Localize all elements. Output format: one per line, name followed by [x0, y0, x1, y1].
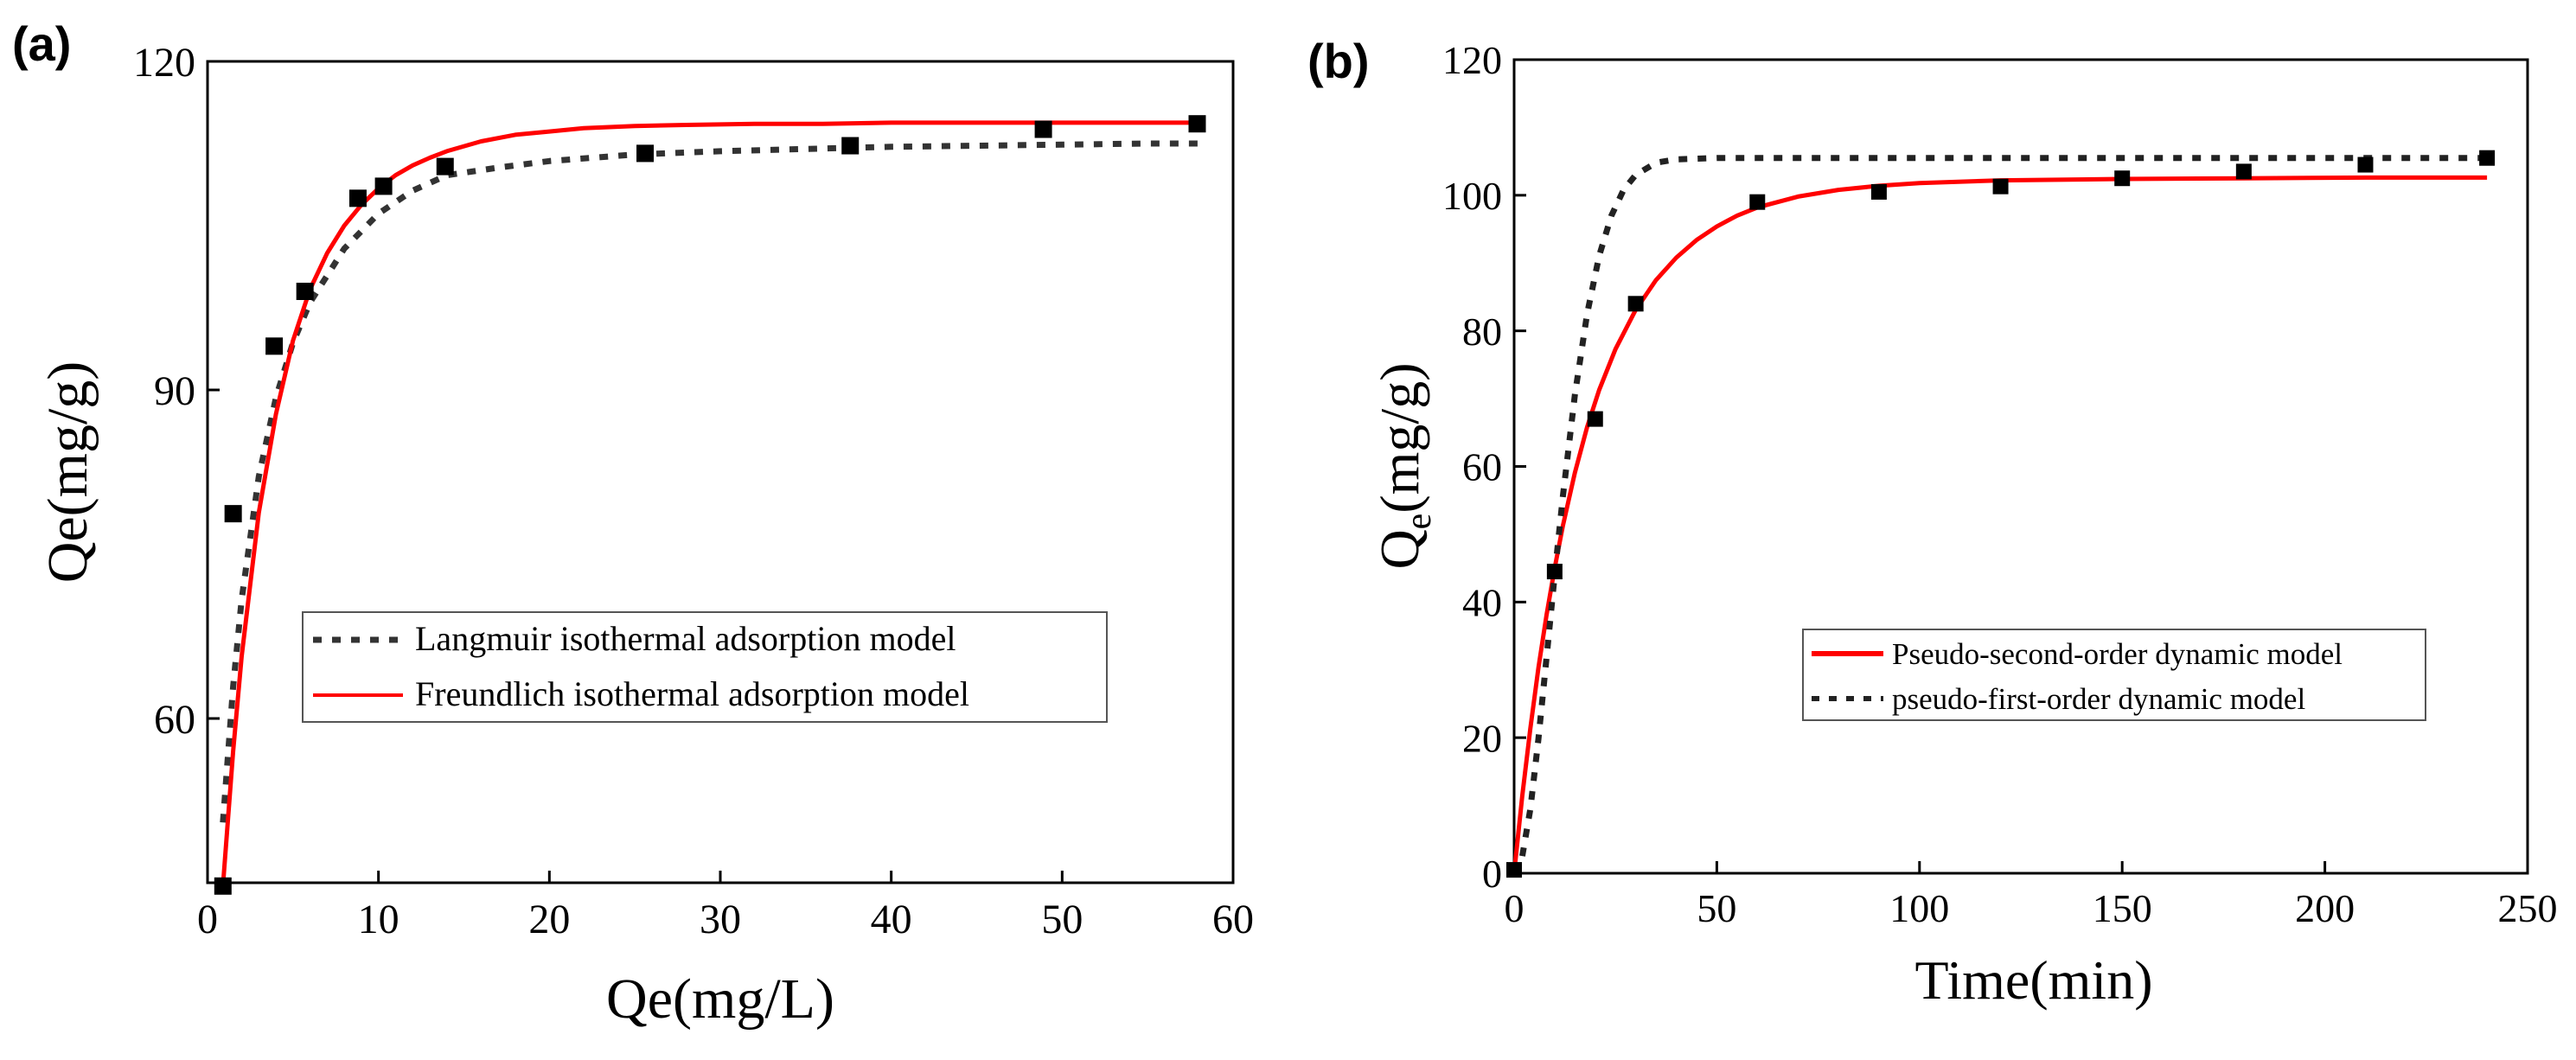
panel-b-x-tick-label: 250 [2498, 886, 2558, 930]
panel-b-x-axis-label: Time(min) [1915, 949, 2153, 1011]
panel-b-data-point [1627, 296, 1644, 312]
panel-a-x-tick-label: 50 [1041, 897, 1083, 942]
panel-a-y-ticks: 60 90 120 [133, 40, 220, 743]
panel-b-legend-label-first-order: pseudo-first-order dynamic model [1892, 682, 2305, 716]
panel-b-series-line-1 [1512, 175, 2488, 874]
panel-b-data-point [2235, 163, 2252, 180]
panel-b-x-axis-label-text: Time(min) [1915, 949, 2153, 1011]
panel-b-legend-box [1802, 629, 2426, 721]
panel-a-x-tick-label: 30 [700, 897, 741, 942]
panel-a-data-points [214, 115, 1206, 895]
panel-b-legend-label-second-order: Pseudo-second-order dynamic model [1892, 637, 2343, 671]
panel-a-x-tick-label: 0 [197, 897, 218, 942]
panel-b-legend: Pseudo-second-order dynamic model pseudo… [1802, 629, 2426, 721]
panel-b-data-point [2357, 156, 2374, 173]
panel-b-data-point [1587, 411, 1603, 427]
panel-b-y-tick-label: 60 [1462, 445, 1502, 489]
panel-a-x-tick-label: 40 [871, 897, 912, 942]
panel-a-legend-label-freundlich: Freundlich isothermal adsorption model [415, 674, 969, 713]
panel-a-x-axis-label: Qe(mg/L) [606, 967, 834, 1031]
panel-b-data-point [1992, 178, 2009, 195]
panel-b-data-point [1749, 194, 1766, 210]
panel-b-y-axis-label-main: Q [1369, 529, 1430, 569]
panel-b-data-point [1870, 183, 1887, 200]
panel-b-y-axis-label-sub: e [1399, 514, 1439, 530]
panel-b-y-tick-label: 0 [1482, 852, 1502, 896]
panel-b-data-point [1546, 564, 1563, 580]
panel-a-y-tick-label: 60 [154, 697, 195, 743]
panel-b-y-tick-label: 100 [1442, 174, 1502, 218]
panel-a-legend-box [302, 611, 1108, 723]
chart-panel-b: (b) 0 20 40 60 80 100 120 0 50 100 150 200 250 Time… [1307, 34, 2558, 1011]
panel-a-y-axis-label: Qe(mg/g) [36, 361, 99, 584]
panel-a-data-point [374, 177, 393, 195]
panel-b-x-tick-label: 100 [1889, 886, 1949, 930]
panel-a-y-tick-label: 120 [133, 40, 195, 86]
panel-a-data-point [1188, 115, 1206, 133]
panel-b-x-ticks: 0 50 100 150 200 250 [1505, 861, 2558, 930]
panel-a-data-point [436, 157, 454, 176]
panel-b-y-tick-label: 80 [1462, 310, 1502, 354]
panel-b-data-point [2114, 170, 2131, 187]
panel-b-y-ticks: 0 20 40 60 80 100 120 [1442, 38, 1526, 896]
panel-b-y-axis-label: Qe(mg/g) [1369, 362, 1439, 569]
panel-a-data-point [224, 505, 242, 523]
panel-a-x-tick-label: 60 [1212, 897, 1254, 942]
panel-a-series-line-1 [220, 140, 1199, 823]
panel-b-x-tick-label: 150 [2093, 886, 2152, 930]
panel-a-x-tick-label: 10 [358, 897, 400, 942]
panel-a-data-point [296, 283, 314, 300]
panel-a-data-point [636, 144, 655, 163]
panel-b-data-points [1506, 150, 2496, 878]
panel-b-letter: (b) [1307, 34, 1370, 88]
panel-a-legend-label-langmuir: Langmuir isothermal adsorption model [415, 619, 956, 658]
panel-b-model-lines [1511, 155, 2488, 875]
panel-a-x-ticks: 0 10 20 30 40 50 60 [197, 871, 1254, 942]
panel-b-y-tick-label: 120 [1442, 38, 1502, 82]
panel-a-legend: Langmuir isothermal adsorption model Fre… [302, 611, 1108, 723]
panel-a-letter: (a) [12, 16, 71, 71]
panel-b-x-tick-label: 0 [1505, 886, 1525, 930]
panel-a-y-tick-label: 90 [154, 368, 195, 414]
panel-a-data-point [348, 189, 367, 208]
panel-a-model-lines [220, 120, 1199, 886]
panel-a-series-line-2 [221, 120, 1199, 886]
panel-b-series-line-2 [1511, 155, 2488, 875]
panel-b-data-point [1506, 862, 1522, 878]
panel-a-data-point [841, 137, 860, 155]
panel-a-data-point [214, 877, 232, 895]
panel-a-data-point [265, 337, 284, 355]
panel-b-y-tick-label: 20 [1462, 716, 1502, 760]
panel-a-x-tick-label: 20 [528, 897, 570, 942]
panel-b-y-axis-label-rest: (mg/g) [1369, 362, 1430, 513]
panel-b-data-point [2479, 150, 2496, 166]
panel-b-x-tick-label: 200 [2295, 886, 2355, 930]
panel-b-y-tick-label: 40 [1462, 580, 1502, 624]
panel-a-plot-frame [206, 60, 1235, 884]
panel-b-x-tick-label: 50 [1697, 886, 1736, 930]
panel-a-data-point [1034, 120, 1052, 138]
chart-panel-a: (a) 60 90 120 0 10 20 30 40 50 60 Qe(mg/L) Qe(mg… [12, 16, 1254, 1031]
